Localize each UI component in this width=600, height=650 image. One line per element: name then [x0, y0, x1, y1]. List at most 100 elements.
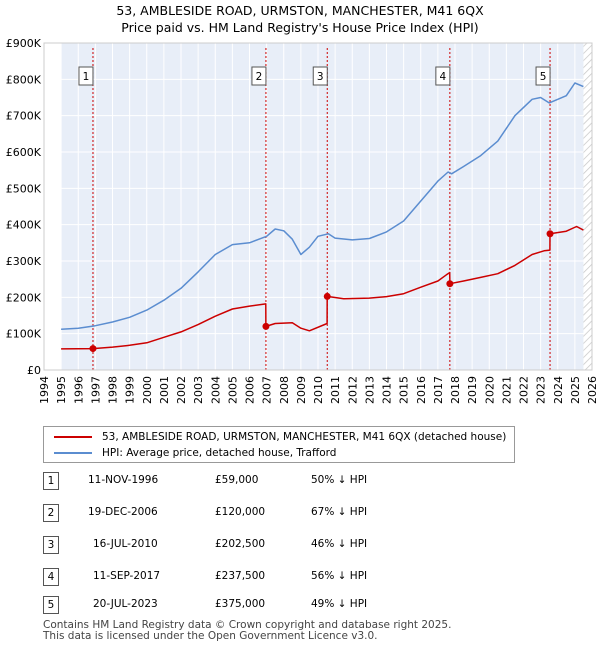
legend-line-property [54, 436, 92, 438]
x-tick-label: 2006 [244, 376, 257, 404]
x-tick-label: 2012 [346, 376, 359, 404]
x-tick-label: 2005 [226, 376, 239, 404]
chart-title-line2: Price paid vs. HM Land Registry's House … [121, 20, 479, 35]
sale-hpi-diff: 56% ↓ HPI [311, 570, 368, 582]
sale-date: 11-NOV-1996 [88, 474, 159, 486]
x-tick-label: 2025 [569, 376, 582, 404]
x-tick-label: 1998 [107, 376, 120, 404]
x-tick-label: 2007 [261, 376, 274, 404]
sale-price: £59,000 [215, 474, 259, 486]
x-tick-label: 2023 [535, 376, 548, 404]
chart-legend: 53, AMBLESIDE ROAD, URMSTON, MANCHESTER,… [43, 426, 515, 463]
sale-label-number: 4 [440, 71, 447, 83]
price-chart: 1 2 3 4 5 £0 £100K £200K £300K £400K £500K £600K £7… [6, 37, 599, 404]
sale-row: 1 11-NOV-1996 £59,000 50% ↓ HPI [43, 472, 543, 492]
sale-number-badge: 1 [43, 472, 59, 490]
sale-label-number: 5 [540, 71, 547, 83]
footer-copyright: Contains HM Land Registry data © Crown c… [43, 619, 452, 631]
legend-item-hpi: HPI: Average price, detached house, Traf… [54, 446, 336, 460]
sale-row: 5 20-JUL-2023 £375,000 49% ↓ HPI [43, 596, 543, 616]
y-tick-label: £500K [6, 182, 42, 195]
sale-label-box [312, 66, 328, 86]
footer-licence: This data is licensed under the Open Gov… [43, 630, 378, 642]
x-tick-label: 1997 [89, 376, 102, 404]
sale-hpi-diff: 49% ↓ HPI [311, 598, 368, 610]
sale-row: 4 11-SEP-2017 £237,500 56% ↓ HPI [43, 568, 543, 588]
sale-date: 11-SEP-2017 [93, 570, 161, 582]
sale-price: £375,000 [215, 598, 266, 610]
x-tick-label: 2018 [449, 376, 462, 404]
y-tick-label: £200K [6, 291, 42, 304]
legend-item-property: 53, AMBLESIDE ROAD, URMSTON, MANCHESTER,… [54, 430, 506, 444]
sale-row: 3 16-JUL-2010 £202,500 46% ↓ HPI [43, 536, 543, 556]
y-tick-label: £100K [6, 328, 42, 341]
series-line [61, 82, 584, 331]
plot-frame [43, 42, 593, 371]
x-tick-label: 1996 [72, 376, 85, 404]
sale-number-badge: 4 [43, 568, 59, 586]
x-tick-label: 2024 [552, 376, 565, 404]
x-tick-label: 2019 [466, 376, 479, 404]
sale-label-box [251, 66, 267, 86]
x-tick-label: 2013 [363, 376, 376, 404]
x-tick-label: 2008 [278, 376, 291, 404]
x-tick-label: 2017 [432, 376, 445, 404]
y-tick-label: £300K [6, 255, 42, 268]
sale-price: £120,000 [215, 506, 266, 518]
legend-label-hpi: HPI: Average price, detached house, Traf… [102, 447, 337, 459]
x-tick-label: 1999 [124, 376, 137, 404]
sale-label-box [78, 66, 94, 86]
y-tick-label: £800K [6, 73, 42, 86]
sale-point [89, 345, 97, 353]
sale-number-badge: 2 [43, 504, 59, 522]
future-hatch-region [583, 43, 592, 370]
x-tick-label: 2011 [329, 376, 342, 404]
sale-number-badge: 3 [43, 536, 59, 554]
x-tick-label: 1995 [55, 376, 68, 404]
series-line [61, 225, 584, 350]
y-tick-label: £400K [6, 219, 42, 232]
x-tick-label: 2010 [312, 376, 325, 404]
legend-label-property: 53, AMBLESIDE ROAD, URMSTON, MANCHESTER,… [102, 431, 507, 443]
x-tick-label: 2004 [209, 376, 222, 404]
x-tick-label: 2014 [381, 376, 394, 404]
sale-price: £202,500 [215, 538, 266, 550]
sale-hpi-diff: 46% ↓ HPI [311, 538, 368, 550]
x-tick-label: 2009 [295, 376, 308, 404]
sale-point [446, 280, 454, 288]
sale-label-box [435, 66, 451, 86]
footer-notice: Contains HM Land Registry data © Crown c… [43, 620, 451, 642]
sale-date: 20-JUL-2023 [93, 598, 158, 610]
x-tick-label: 2001 [158, 376, 171, 404]
x-tick-label: 2015 [398, 376, 411, 404]
x-tick-label: 2021 [500, 376, 513, 404]
chart-title-line1: 53, AMBLESIDE ROAD, URMSTON, MANCHESTER,… [116, 3, 484, 18]
sale-point [262, 322, 270, 330]
sale-point [323, 292, 331, 300]
x-tick-label: 2003 [192, 376, 205, 404]
y-tick-label: £700K [6, 110, 42, 123]
y-tick-label: £0 [27, 364, 41, 377]
sale-label-box [535, 66, 551, 86]
sale-point [546, 230, 554, 238]
sale-date: 19-DEC-2006 [88, 506, 158, 518]
sale-date: 16-JUL-2010 [93, 538, 158, 550]
sale-hpi-diff: 50% ↓ HPI [311, 474, 368, 486]
x-tick-label: 1994 [38, 376, 51, 404]
sale-number-badge: 5 [43, 596, 59, 614]
x-tick-label: 2020 [483, 376, 496, 404]
x-tick-label: 2016 [415, 376, 428, 404]
sale-row: 2 19-DEC-2006 £120,000 67% ↓ HPI [43, 504, 543, 524]
data-range-band [61, 43, 584, 370]
sale-hpi-diff: 67% ↓ HPI [311, 506, 368, 518]
x-tick-label: 2000 [141, 376, 154, 404]
sale-label-number: 2 [256, 71, 263, 83]
y-tick-label: £600K [6, 146, 42, 159]
sale-label-number: 1 [83, 71, 90, 83]
x-tick-label: 2026 [586, 376, 599, 404]
sale-price: £237,500 [215, 570, 266, 582]
y-tick-label: £900K [6, 37, 42, 50]
legend-line-hpi [54, 452, 92, 454]
x-tick-label: 2002 [175, 376, 188, 404]
sale-label-number: 3 [317, 71, 324, 83]
